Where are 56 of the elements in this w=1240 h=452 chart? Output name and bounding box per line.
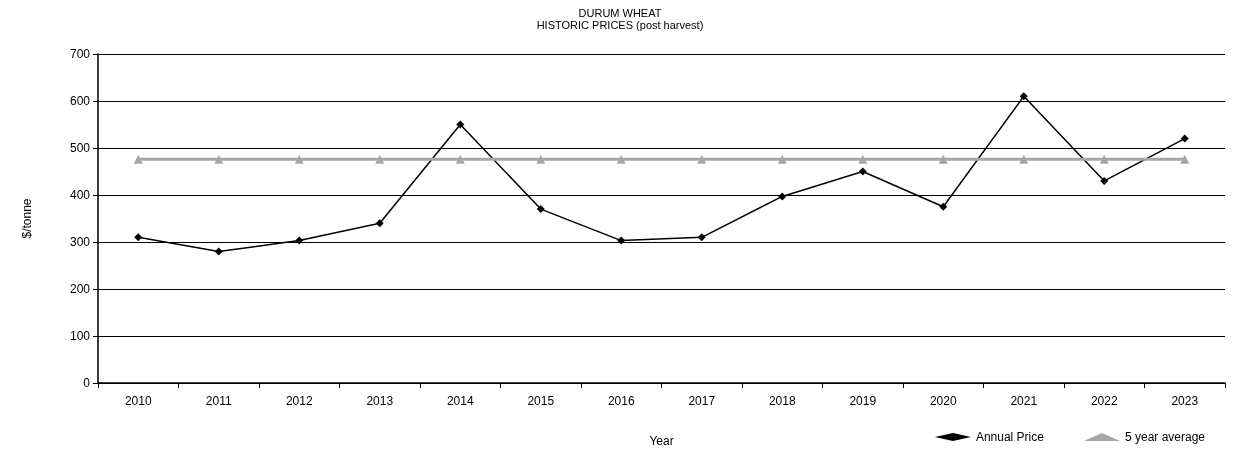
x-tick-label: 2014 <box>446 394 474 408</box>
point <box>375 219 384 228</box>
point <box>778 192 787 201</box>
x-tick-label: 2022 <box>1090 394 1118 408</box>
legend-label: 5 year average <box>1124 430 1206 444</box>
point <box>777 154 787 164</box>
x-tick-label: 2020 <box>929 394 957 408</box>
x-tick-label: 2019 <box>849 394 877 408</box>
point <box>1019 92 1028 101</box>
point <box>536 154 546 164</box>
point <box>1099 154 1109 164</box>
point <box>617 236 626 245</box>
point <box>1180 154 1190 164</box>
point <box>134 233 143 242</box>
point <box>295 236 304 245</box>
chart-title: DURUM WHEAT <box>578 6 662 19</box>
y-axis-title: $/tonne <box>20 198 34 239</box>
point <box>133 154 143 164</box>
point <box>456 120 465 129</box>
x-tick-label: 2018 <box>768 394 796 408</box>
x-tick-label: 2023 <box>1171 394 1199 408</box>
point <box>1180 134 1189 143</box>
x-tick-label: 2010 <box>124 394 152 408</box>
y-tick-label: 300 <box>69 235 91 249</box>
point <box>1019 154 1029 164</box>
x-tick-label: 2017 <box>688 394 716 408</box>
y-tick-label: 200 <box>69 282 91 296</box>
x-axis-title: Year <box>649 434 674 448</box>
legend-label: Annual Price <box>975 430 1045 444</box>
y-tick-label: 700 <box>69 47 91 61</box>
x-tick-label: 2021 <box>1010 394 1038 408</box>
x-tick-label: 2011 <box>205 394 232 408</box>
y-tick-label: 100 <box>69 329 91 343</box>
point <box>375 154 385 164</box>
point <box>858 154 868 164</box>
y-tick-label: 0 <box>83 376 91 390</box>
point <box>294 154 304 164</box>
point <box>858 167 867 176</box>
point <box>616 154 626 164</box>
y-tick-label: 600 <box>69 94 91 108</box>
point <box>697 154 707 164</box>
point <box>938 154 948 164</box>
point <box>455 154 465 164</box>
x-tick-label: 2015 <box>527 394 555 408</box>
x-tick-label: 2012 <box>285 394 313 408</box>
point <box>939 202 948 211</box>
point <box>1100 176 1109 185</box>
point <box>536 205 545 214</box>
y-tick-label: 500 <box>69 141 91 155</box>
chart-subtitle: HISTORIC PRICES (post harvest) <box>536 18 704 31</box>
x-tick-label: 2016 <box>607 394 635 408</box>
x-tick-label: 2013 <box>366 394 394 408</box>
point <box>214 154 224 164</box>
point <box>697 233 706 242</box>
point <box>214 247 223 256</box>
y-tick-label: 400 <box>69 188 91 202</box>
